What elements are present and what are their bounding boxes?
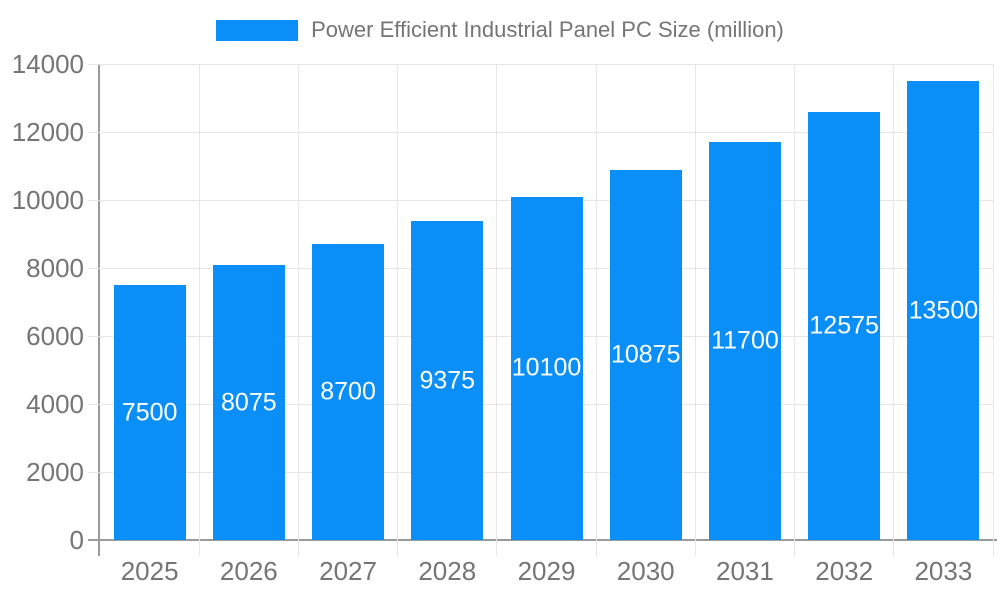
bar-2029[interactable]: 10100: [510, 196, 583, 540]
vertical-gridline: [297, 64, 299, 556]
vertical-gridline: [595, 64, 597, 556]
y-axis-line: [98, 64, 100, 556]
bar-2026[interactable]: 8075: [212, 265, 285, 540]
vertical-gridline: [992, 64, 994, 556]
y-axis-tick-label: 2000: [26, 457, 84, 487]
bar-2031[interactable]: 11700: [708, 142, 781, 540]
x-axis-tick-label: 2027: [319, 556, 377, 586]
bar-value-label: 12575: [809, 311, 879, 340]
bar-2030[interactable]: 10875: [609, 170, 682, 540]
x-axis-tick-label: 2032: [815, 556, 874, 586]
horizontal-gridline: [88, 131, 993, 133]
vertical-gridline: [694, 64, 696, 556]
bar-2027[interactable]: 8700: [312, 244, 385, 540]
chart-legend: Power Efficient Industrial Panel PC Size…: [0, 17, 1000, 43]
y-axis-tick-label: 0: [69, 525, 84, 555]
bar-2033[interactable]: 13500: [907, 81, 980, 540]
vertical-gridline: [496, 64, 498, 556]
y-axis-tick-label: 12000: [11, 117, 84, 147]
bar-value-label: 9375: [419, 366, 476, 395]
legend-swatch-icon: [216, 19, 299, 41]
vertical-gridline: [794, 64, 796, 556]
x-axis-tick-label: 2025: [120, 556, 179, 586]
y-axis-tick-label: 10000: [11, 185, 84, 215]
vertical-gridline: [397, 64, 399, 556]
vertical-gridline: [198, 64, 200, 556]
bar-2028[interactable]: 9375: [411, 221, 484, 540]
legend-label: Power Efficient Industrial Panel PC Size…: [311, 17, 784, 42]
x-axis-tick-label: 2026: [219, 556, 278, 586]
x-axis-tick-label: 2033: [914, 556, 973, 586]
bar-value-label: 8075: [221, 388, 277, 417]
bar-2025[interactable]: 7500: [113, 285, 186, 540]
bar-value-label: 7500: [121, 398, 178, 426]
x-axis-tick-label: 2029: [517, 556, 576, 586]
bar-value-label: 10100: [511, 353, 582, 382]
plot-area: 0 2000 4000 6000 8000 10000 12000 14000 7500 2025…: [12, 51, 997, 585]
horizontal-gridline: [88, 63, 993, 65]
y-axis-tick-label: 14000: [11, 49, 84, 79]
legend-item[interactable]: Power Efficient Industrial Panel PC Size…: [216, 17, 784, 43]
y-axis-tick-label: 6000: [26, 321, 84, 351]
bar-2032[interactable]: 12575: [808, 112, 881, 540]
x-axis-tick-label: 2031: [716, 556, 774, 586]
bar-value-label: 8700: [320, 377, 376, 406]
y-axis-tick-label: 8000: [26, 253, 84, 283]
x-axis-line: [88, 539, 997, 541]
x-axis-tick-label: 2028: [418, 556, 477, 586]
bar-value-label: 11700: [711, 326, 779, 355]
bar-value-label: 13500: [908, 296, 979, 324]
bar-value-label: 10875: [610, 340, 681, 369]
vertical-gridline: [893, 64, 895, 556]
x-axis-tick-label: 2030: [616, 556, 675, 586]
y-axis-tick-label: 4000: [26, 389, 84, 419]
